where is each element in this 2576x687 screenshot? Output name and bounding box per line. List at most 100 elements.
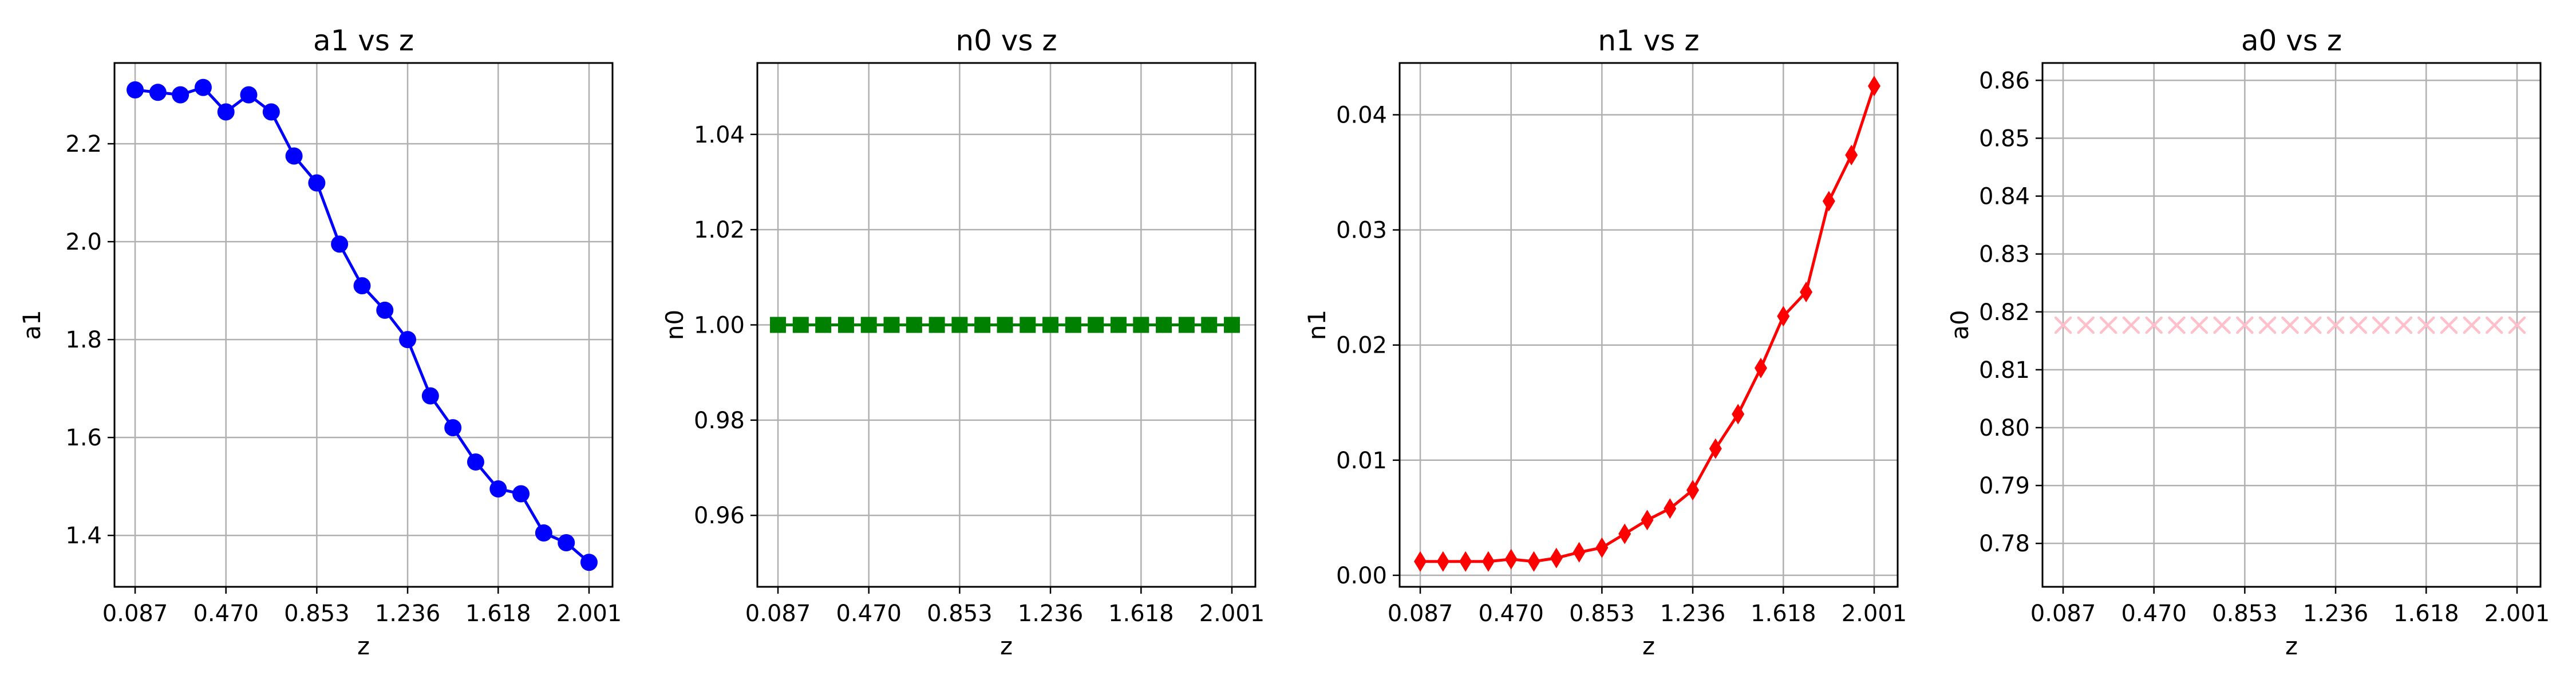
chart-panel-4: 0.087 0.470 0.853 1.236 1.618 2.001 0.78 0.79 0.… [1946, 24, 2550, 660]
data-point-4-20 [2485, 316, 2503, 334]
y-tick-label-2-3: 1.00 [694, 313, 745, 339]
data-point-2-11 [997, 317, 1013, 333]
data-point-3-8 [1573, 542, 1586, 563]
data-point-2-16 [1110, 317, 1127, 333]
data-point-2-19 [1178, 317, 1195, 333]
x-tick-label-1-4: 1.236 [375, 601, 441, 627]
data-point-4-19 [2463, 316, 2481, 334]
chart-panel-1: 0.087 0.470 0.853 1.236 1.618 2.001 1.4 1.6 1.8 2… [18, 24, 622, 660]
x-tick-label-3-2: 0.470 [1478, 601, 1544, 627]
data-point-1-4 [194, 78, 212, 96]
data-point-3-9 [1595, 537, 1609, 558]
x-tick-label-4-4: 1.236 [2303, 601, 2369, 627]
y-tick-label-1-5: 2.2 [65, 131, 102, 157]
x-axis-label-4: z [2285, 632, 2298, 660]
data-point-1-14 [421, 387, 439, 405]
data-point-4-13 [2326, 316, 2345, 334]
x-tick-label-3-4: 1.236 [1660, 601, 1726, 627]
data-point-4-12 [2304, 316, 2322, 334]
x-tick-label-2-6: 2.001 [1199, 601, 1265, 627]
x-tick-label-1-1: 0.087 [102, 601, 168, 627]
plot-frame-1 [113, 62, 614, 588]
data-point-3-2 [1436, 551, 1449, 572]
plot-frame-3 [1398, 62, 1899, 588]
data-point-4-4 [2122, 316, 2140, 334]
data-point-1-18 [512, 485, 530, 503]
data-point-2-14 [1065, 317, 1081, 333]
y-tick-label-4-5: 0.82 [1979, 299, 2030, 326]
x-tick-label-4-2: 0.470 [2121, 601, 2187, 627]
x-tick-label-1-5: 1.618 [465, 601, 531, 627]
x-tick-label-1-6: 2.001 [556, 601, 622, 627]
data-point-4-21 [2508, 316, 2526, 334]
data-point-3-13 [1686, 480, 1700, 501]
y-axis-label-3: n1 [1303, 310, 1331, 340]
data-point-3-10 [1618, 523, 1631, 544]
x-axis-label-3: z [1642, 632, 1655, 660]
x-tick-label-4-5: 1.618 [2393, 601, 2459, 627]
data-point-4-11 [2281, 316, 2299, 334]
data-point-1-9 [308, 174, 326, 192]
data-point-3-17 [1777, 306, 1790, 327]
data-point-2-13 [1042, 317, 1059, 333]
y-tick-label-2-1: 0.96 [694, 503, 745, 529]
data-point-2-17 [1133, 317, 1149, 333]
y-tick-label-1-1: 1.4 [65, 523, 102, 549]
data-point-3-7 [1550, 547, 1563, 568]
data-point-2-4 [837, 317, 854, 333]
data-point-1-15 [444, 419, 462, 437]
y-tick-label-4-2: 0.79 [1979, 473, 2030, 499]
data-point-4-1 [2054, 316, 2072, 334]
data-point-1-7 [262, 103, 280, 121]
chart-panel-2: 0.087 0.470 0.853 1.236 1.618 2.001 0.96 0.98 1.… [661, 24, 1265, 660]
data-point-1-5 [217, 103, 235, 121]
data-point-1-1 [127, 81, 144, 99]
data-point-1-10 [331, 235, 349, 253]
data-point-3-5 [1504, 548, 1518, 570]
data-point-4-9 [2236, 316, 2254, 334]
x-tick-label-4-6: 2.001 [2484, 601, 2550, 627]
series-line-3 [1420, 85, 1876, 563]
x-tick-label-1-2: 0.470 [193, 601, 259, 627]
data-point-3-4 [1481, 551, 1495, 572]
y-tick-label-3-3: 0.02 [1336, 333, 1387, 359]
plot-frame-2 [756, 62, 1257, 588]
data-point-1-2 [149, 84, 167, 101]
y-axis-label-1: a1 [18, 310, 46, 339]
chart-title-1: a1 vs z [313, 24, 414, 57]
data-point-4-7 [2190, 316, 2208, 334]
data-point-4-16 [2395, 316, 2413, 334]
y-tick-label-4-1: 0.78 [1979, 531, 2030, 557]
data-point-2-15 [1088, 317, 1104, 333]
data-point-2-1 [770, 317, 787, 333]
x-tick-label-1-3: 0.853 [284, 601, 350, 627]
data-point-4-8 [2213, 316, 2231, 334]
data-point-2-10 [974, 317, 991, 333]
data-point-1-19 [535, 524, 552, 542]
y-tick-label-3-5: 0.04 [1336, 102, 1387, 128]
y-tick-label-1-4: 2.0 [65, 229, 102, 255]
data-point-2-8 [929, 317, 945, 333]
data-point-1-13 [399, 331, 417, 349]
y-tick-label-4-9: 0.86 [1979, 68, 2030, 94]
x-tick-label-4-1: 0.087 [2030, 601, 2096, 627]
data-point-2-7 [906, 317, 922, 333]
data-point-1-17 [489, 480, 507, 498]
data-point-4-3 [2099, 316, 2117, 334]
data-point-3-21 [1867, 76, 1880, 97]
y-tick-label-4-6: 0.83 [1979, 242, 2030, 268]
plot-frame-4 [2041, 62, 2542, 588]
x-axis-label-1: z [357, 632, 370, 660]
data-point-3-6 [1527, 551, 1540, 572]
x-tick-label-2-3: 0.853 [927, 601, 993, 627]
data-point-1-6 [240, 86, 258, 104]
x-tick-label-2-4: 1.236 [1018, 601, 1084, 627]
data-point-2-18 [1156, 317, 1172, 333]
data-point-1-20 [558, 534, 575, 552]
x-tick-label-3-6: 2.001 [1842, 601, 1907, 627]
data-point-3-19 [1822, 191, 1835, 212]
data-point-2-9 [951, 317, 968, 333]
data-point-4-10 [2258, 316, 2277, 334]
x-axis-label-2: z [1000, 632, 1013, 660]
